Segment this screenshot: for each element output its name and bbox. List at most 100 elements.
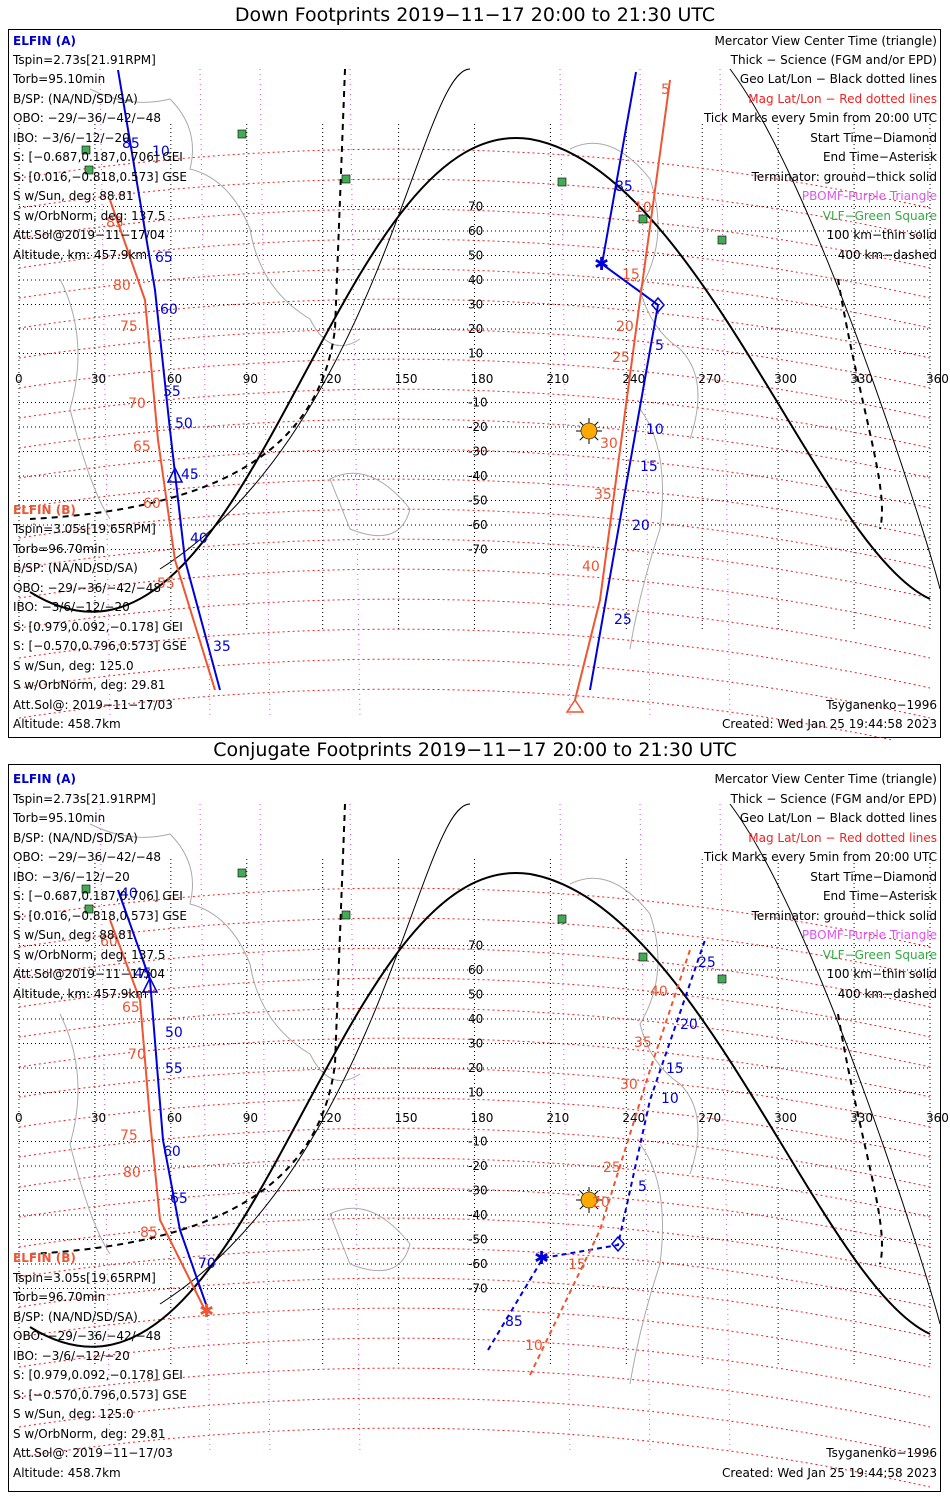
- sat-a-info: S w/OrbNorm, deg: 137.5: [13, 948, 166, 962]
- sat-a-info: Att.Sol@2019−11−17/04: [13, 967, 166, 981]
- legend-item: Mercator View Center Time (triangle): [714, 772, 937, 786]
- longitude-label: 300: [774, 1111, 797, 1125]
- longitude-label: 270: [698, 372, 721, 386]
- sat-a-info: Tspin=2.73s[21.91RPM]: [13, 792, 156, 806]
- longitude-label: 30: [91, 372, 106, 386]
- elfin-b-track-2-tick-label: 40: [582, 559, 600, 575]
- sat-a-info: B/SP: (NA/ND/SD/SA): [13, 92, 138, 106]
- latitude-label: 50: [468, 988, 483, 1002]
- sat-b-info: Tspin=3.05s[19.65RPM]: [13, 522, 156, 536]
- vlf-station-marker: [638, 952, 648, 962]
- panel-1-title: Down Footprints 2019−11−17 20:00 to 21:3…: [234, 4, 716, 26]
- legend-item: 400 km−dashed: [837, 248, 937, 262]
- legend-item: End Time−Asterisk: [822, 150, 937, 164]
- coastline: [569, 142, 699, 440]
- mag-longitude-line: [349, 68, 361, 720]
- elfin-a-track-tick-label: 40: [120, 886, 138, 902]
- vlf-station-marker: [717, 974, 727, 984]
- latitude-label: -40: [468, 1208, 488, 1222]
- longitude-label: 180: [471, 372, 494, 386]
- model-name: Tsyganenko−1996: [826, 698, 937, 712]
- elfin-a-track-2: [487, 939, 706, 1351]
- elfin-b-track-2-tick-label: 15: [622, 267, 640, 283]
- elfin-a-track-tick-label: 70: [198, 1256, 216, 1272]
- terminator-100km-line: [729, 68, 941, 590]
- elfin-a-track-2: [589, 71, 660, 691]
- sat-a-info: OBO: −29/−36/−42/−48: [13, 850, 161, 864]
- elfin-a-track-2-tick-label: 85: [615, 179, 633, 195]
- longitude-label: 120: [319, 372, 342, 386]
- latitude-label: -30: [468, 445, 488, 459]
- sun-ray: [579, 436, 584, 441]
- elfin-b-track-2-tick-label: 30: [600, 436, 618, 452]
- legend-item: Thick − Science (FGM and/or EPD): [730, 792, 937, 806]
- elfin-a-track-tick-label: 60: [160, 302, 178, 318]
- longitude-label: 360: [926, 372, 949, 386]
- latitude-label: -50: [468, 494, 488, 508]
- vlf-station-marker: [81, 884, 91, 894]
- sat-b-info: S w/Sun, deg: 125.0: [13, 659, 134, 673]
- elfin-a-track-tick-label: 55: [163, 384, 181, 400]
- elfin-a-track-tick-label: 40: [190, 531, 208, 547]
- mag-longitude-line: [199, 68, 211, 720]
- sat-a-info: OBO: −29/−36/−42/−48: [13, 111, 161, 125]
- panel-2-title: Conjugate Footprints 2019−11−17 20:00 to…: [213, 739, 737, 761]
- mag-longitude-line: [259, 803, 271, 1455]
- sat-b-info: S: [0.979,0.092,−0.178] GEI: [13, 620, 183, 634]
- elfin-b-track-2-tick-label: 15: [568, 1257, 586, 1273]
- longitude-label: 300: [774, 372, 797, 386]
- sat-b-info: Torb=96.70min: [13, 542, 106, 556]
- mag-longitude-line: [349, 803, 361, 1455]
- mag-longitude-line: [639, 68, 651, 720]
- longitude-label: 120: [319, 1111, 342, 1125]
- longitude-label: 60: [167, 372, 182, 386]
- elfin-b-track: [109, 919, 206, 1311]
- coastline: [59, 278, 111, 520]
- created-timestamp: Created: Wed Jan 25 19:44:58 2023: [722, 1466, 937, 1480]
- elfin-b-track-2-tick-label: 35: [594, 487, 612, 503]
- legend-item: Terminator: ground−thick solid: [751, 909, 937, 923]
- latitude-label: -70: [468, 1282, 488, 1296]
- coastline: [59, 1013, 111, 1255]
- elfin-a-track-tick-label: 10: [152, 144, 170, 160]
- vlf-station-marker: [557, 914, 567, 924]
- sat-a-info: S: [0.016,−0.818,0.573] GSE: [13, 909, 187, 923]
- latitude-label: 10: [468, 1086, 483, 1100]
- elfin-b-track-tick-label: 80: [123, 1165, 141, 1181]
- legend-item: VLF−Green Square: [822, 209, 937, 223]
- terminator-100km-line: [159, 803, 471, 1305]
- elfin-a-track-2-tick-label: 10: [646, 422, 664, 438]
- sat-a-info: Torb=95.10min: [13, 811, 106, 825]
- vlf-station-marker: [84, 165, 94, 175]
- elfin-b-track-2-tick-label: 35: [634, 1035, 652, 1051]
- elfin-a-track-tick-label: 35: [213, 639, 231, 655]
- elfin-a-track-2-tick-label: 25: [614, 612, 632, 628]
- sat-b-info: OBO: −29/−36/−42/−48: [13, 581, 161, 595]
- elfin-b-track-2-tick-label: 5: [661, 82, 670, 98]
- coastline: [89, 88, 361, 347]
- sat-a-info: S: [−0.687,0.187,0.706] GEI: [13, 889, 183, 903]
- vlf-station-marker: [81, 145, 91, 155]
- legend-item: PBOMF-Purple Triangle: [801, 189, 937, 203]
- mag-longitude-line: [559, 803, 571, 1455]
- sat-a-info: Att.Sol@2019−11−17/04: [13, 228, 166, 242]
- legend-item: End Time−Asterisk: [822, 889, 937, 903]
- latitude-label: -60: [468, 1257, 488, 1271]
- elfin-a-track: [117, 889, 209, 1311]
- terminator-400km-line: [29, 803, 346, 1255]
- elfin-a-track-tick-label: 65: [155, 250, 173, 266]
- sun-ray: [579, 1190, 584, 1195]
- latitude-label: -70: [468, 543, 488, 557]
- sun-ray: [594, 436, 599, 441]
- elfin-a-track-tick-label: 50: [165, 1025, 183, 1041]
- sun-ray: [594, 1190, 599, 1195]
- sat-a-name: ELFIN (A): [13, 34, 76, 48]
- sat-b-info: S w/Sun, deg: 125.0: [13, 1407, 134, 1421]
- legend-item: Tick Marks every 5min from 20:00 UTC: [703, 111, 937, 125]
- elfin-b-track-2: [574, 79, 671, 701]
- elfin-b-track-tick-label: 60: [143, 496, 161, 512]
- longitude-label: 150: [395, 1111, 418, 1125]
- elfin-b-track-tick-label: 85: [106, 215, 124, 231]
- longitude-label: 210: [546, 372, 569, 386]
- elfin-b-track-2-tick-label: 20: [592, 1195, 610, 1211]
